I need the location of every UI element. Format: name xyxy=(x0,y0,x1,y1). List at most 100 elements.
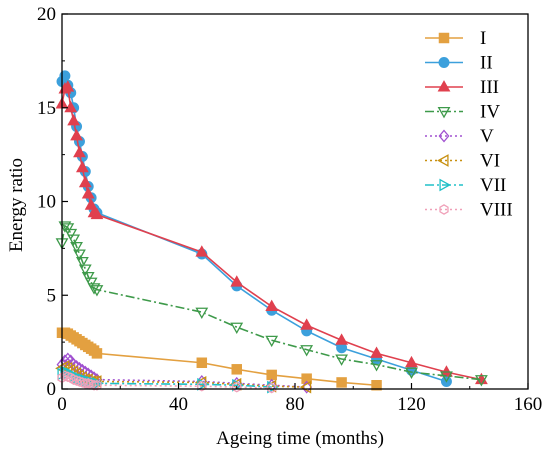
legend-item-v: V xyxy=(425,126,494,147)
data-point xyxy=(64,228,78,241)
data-point xyxy=(91,348,103,359)
data-point xyxy=(195,245,209,257)
series-line-i xyxy=(62,331,377,387)
data-point xyxy=(195,307,209,319)
plot-frame xyxy=(61,13,529,390)
data-point xyxy=(475,375,488,387)
data-point xyxy=(81,187,95,199)
data-point xyxy=(231,364,242,375)
data-point xyxy=(265,299,279,312)
legend-label: VI xyxy=(480,151,500,172)
x-tick-label: 120 xyxy=(397,394,426,415)
data-point xyxy=(405,355,418,368)
y-tick-label: 5 xyxy=(47,285,57,306)
x-tick-label: 80 xyxy=(286,394,305,415)
y-tick-label: 10 xyxy=(37,192,56,213)
legend-label: V xyxy=(480,126,494,147)
axes: 0 40 80 120 160 0 5 10 15 20 xyxy=(37,4,542,415)
y-tick-label: 0 xyxy=(47,379,57,400)
legend-marker xyxy=(438,129,450,143)
legend-item-vi: VI xyxy=(425,151,500,172)
data-point xyxy=(335,333,348,345)
data-point xyxy=(232,381,242,393)
data-point xyxy=(89,379,99,391)
series-iii xyxy=(55,80,488,385)
data-point xyxy=(405,367,418,379)
data-point xyxy=(300,318,314,330)
data-point xyxy=(87,283,101,295)
data-point xyxy=(440,371,453,383)
data-point xyxy=(92,379,102,391)
data-point xyxy=(61,223,75,235)
data-point xyxy=(230,275,244,287)
legend-item-iii: III xyxy=(425,77,499,98)
data-point xyxy=(74,361,85,375)
y-tick-label: 15 xyxy=(37,98,56,119)
data-point xyxy=(67,234,81,246)
x-tick-label: 160 xyxy=(514,394,543,415)
legend-item-viii: VIII xyxy=(425,200,513,221)
y-tick-label: 20 xyxy=(37,4,56,25)
legend-label: VIII xyxy=(480,200,513,221)
y-axis-label: Energy ratio xyxy=(6,158,27,252)
data-point xyxy=(336,377,347,388)
x-axis-label: Ageing time (months) xyxy=(216,428,384,449)
legend-label: IV xyxy=(480,102,500,123)
data-point xyxy=(267,382,277,394)
legend-item-i: I xyxy=(425,28,486,49)
series-iv xyxy=(55,221,488,387)
legend-marker xyxy=(439,204,449,215)
data-point xyxy=(90,207,104,220)
legend-item-ii: II xyxy=(425,53,493,74)
data-point xyxy=(61,80,75,92)
x-tick-label: 40 xyxy=(169,394,188,415)
series-ii xyxy=(56,70,452,387)
data-point xyxy=(84,277,98,289)
data-point xyxy=(70,129,83,141)
series-line-ii xyxy=(61,73,447,383)
data-point xyxy=(265,335,279,348)
legend-label: I xyxy=(480,28,486,49)
data-point xyxy=(78,264,92,276)
series-i xyxy=(56,327,382,391)
data-point xyxy=(62,352,74,366)
data-point xyxy=(196,357,208,368)
data-point xyxy=(299,380,312,394)
data-point xyxy=(73,249,86,261)
series-line-vi xyxy=(61,365,307,388)
data-point xyxy=(370,360,383,372)
legend-marker xyxy=(439,178,451,192)
legend-marker xyxy=(438,57,450,68)
legend-marker xyxy=(437,154,449,167)
legend-item-vii: VII xyxy=(425,175,506,196)
data-point xyxy=(197,380,207,392)
legend-marker xyxy=(437,80,451,92)
data-point xyxy=(67,114,81,126)
data-point xyxy=(370,346,383,358)
x-tick-label: 0 xyxy=(57,394,67,415)
data-point xyxy=(64,100,78,113)
legend-label: II xyxy=(480,53,493,74)
data-point xyxy=(335,354,348,366)
data-point xyxy=(78,175,92,188)
legend-label: VII xyxy=(480,175,506,196)
data-point xyxy=(300,345,314,357)
plot-area xyxy=(55,70,488,394)
data-point xyxy=(230,322,244,334)
series-viii xyxy=(57,370,277,394)
data-point xyxy=(70,241,83,254)
data-point xyxy=(75,256,89,269)
data-point xyxy=(68,358,80,372)
legend-label: III xyxy=(480,77,499,98)
legend-marker xyxy=(438,32,450,44)
data-point xyxy=(81,271,95,284)
legend-item-iv: IV xyxy=(425,102,500,123)
data-point xyxy=(73,145,86,158)
data-point xyxy=(266,369,277,381)
data-point xyxy=(90,285,104,297)
legend-marker xyxy=(437,106,451,119)
data-point xyxy=(71,359,83,374)
data-point xyxy=(75,160,89,173)
